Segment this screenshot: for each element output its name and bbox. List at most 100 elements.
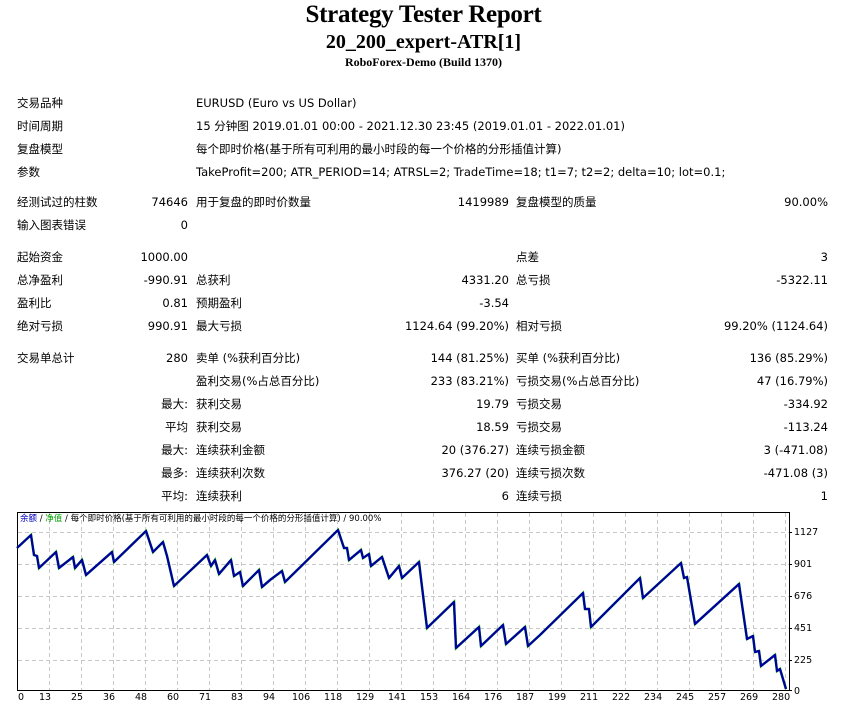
errors-value: 0 xyxy=(180,218,188,232)
x-tick: 153 xyxy=(420,692,439,703)
ticks-value: 1419989 xyxy=(457,195,509,209)
legend-sep-2: / xyxy=(62,514,71,524)
x-tick: 199 xyxy=(548,692,567,703)
x-tick: 13 xyxy=(39,692,52,703)
bars-value: 74646 xyxy=(151,195,188,209)
average-loss-value: -113.24 xyxy=(783,420,828,434)
spread-label: 点差 xyxy=(516,250,539,264)
max-consec-losses-value: 3 (-471.08) xyxy=(763,443,828,457)
row-drawdown: 绝对亏损 990.91 最大亏损 1124.64 (99.20%) 相对亏损 9… xyxy=(0,315,847,337)
period-value: 15 分钟图 2019.01.01 00:00 - 2021.12.30 23:… xyxy=(196,119,625,133)
row-total-trades: 交易单总计 280 卖单 (%获利百分比) 144 (81.25%) 买单 (%… xyxy=(0,347,847,369)
row-largest: 最大: 获利交易 19.79 亏损交易 -334.92 xyxy=(0,393,847,415)
params-value: TakeProfit=200; ATR_PERIOD=14; ATRSL=2; … xyxy=(196,165,726,179)
row-params: 参数 TakeProfit=200; ATR_PERIOD=14; ATRSL=… xyxy=(0,161,847,183)
model-value: 每个即时价格(基于所有可利用的最小时段的每一个价格的分形插值计算) xyxy=(196,142,562,156)
row-maximal-consec: 最多: 连续获利次数 376.27 (20) 连续亏损次数 -471.08 (3… xyxy=(0,462,847,484)
average-prefix: 平均 xyxy=(165,420,188,434)
model-quality-value: 90.00% xyxy=(784,195,828,209)
net-profit-value: -990.91 xyxy=(143,273,188,287)
maximal-prefix: 最多: xyxy=(161,466,188,480)
short-value: 144 (81.25%) xyxy=(430,351,509,365)
row-deposit: 起始资金 1000.00 点差 3 xyxy=(0,246,847,268)
chart-legend: 余额 / 净值 / 每个即时价格(基于所有可利用的最小时段的每一个价格的分形插值… xyxy=(20,513,381,525)
net-profit-label: 总净盈利 xyxy=(17,273,63,287)
row-symbol: 交易品种 EURUSD (Euro vs US Dollar) xyxy=(0,92,847,114)
long-value: 136 (85.29%) xyxy=(749,351,828,365)
average-loss-label: 亏损交易 xyxy=(516,420,562,434)
chart-grid xyxy=(18,513,789,690)
row-average: 平均 获利交易 18.59 亏损交易 -113.24 xyxy=(0,416,847,438)
max-consec-wins-label: 连续获利金额 xyxy=(196,443,265,457)
row-net-profit: 总净盈利 -990.91 总获利 4331.20 总亏损 -5322.11 xyxy=(0,269,847,291)
legend-balance: 余额 xyxy=(20,514,38,524)
max-consec-wins-value: 20 (376.27) xyxy=(441,443,509,457)
rel-drawdown-value: 99.20% (1124.64) xyxy=(723,319,828,333)
gross-loss-value: -5322.11 xyxy=(776,273,828,287)
x-tick: 36 xyxy=(103,692,116,703)
largest-prefix: 最大: xyxy=(161,397,188,411)
short-label: 卖单 (%获利百分比) xyxy=(196,351,301,365)
model-quality-label: 复盘模型的质量 xyxy=(516,195,597,209)
max-drawdown-label: 最大亏损 xyxy=(196,319,242,333)
y-tick-676: 676 xyxy=(794,591,813,602)
avg-consec-losses-value: 1 xyxy=(820,489,828,503)
gross-profit-value: 4331.20 xyxy=(461,273,509,287)
bars-label: 经测试过的柱数 xyxy=(17,195,98,209)
largest-profit-value: 19.79 xyxy=(476,397,509,411)
x-tick: 48 xyxy=(135,692,148,703)
y-tick-901: 901 xyxy=(794,559,813,570)
y-tick-0: 0 xyxy=(794,686,801,697)
period-label: 时间周期 xyxy=(17,119,63,133)
abs-drawdown-label: 绝对亏损 xyxy=(17,319,63,333)
row-profit-factor: 盈利比 0.81 预期盈利 -3.54 xyxy=(0,292,847,314)
profit-trades-label: 盈利交易(%占总百分比) xyxy=(196,374,320,388)
profit-factor-value: 0.81 xyxy=(162,296,188,310)
max-drawdown-value: 1124.64 (99.20%) xyxy=(404,319,509,333)
maximal-consec-loss-value: -471.08 (3) xyxy=(763,466,828,480)
row-profit-trades: 盈利交易(%占总百分比) 233 (83.21%) 亏损交易(%占总百分比) 4… xyxy=(0,370,847,392)
x-tick: 141 xyxy=(388,692,407,703)
server-build: RoboForex-Demo (Build 1370) xyxy=(344,55,503,69)
x-tick: 257 xyxy=(708,692,727,703)
average-profit-label: 获利交易 xyxy=(196,420,242,434)
balance-chart xyxy=(16,512,792,691)
total-trades-value: 280 xyxy=(166,351,188,365)
x-tick: 0 xyxy=(18,692,25,703)
y-tick-451: 451 xyxy=(794,623,813,634)
long-label: 买单 (%获利百分比) xyxy=(516,351,621,365)
expected-payoff-label: 预期盈利 xyxy=(196,296,242,310)
legend-model-quality: 每个即时价格(基于所有可利用的最小时段的每一个价格的分形插值计算) / 90.0… xyxy=(70,514,382,524)
expert-name: 20_200_expert-ATR[1] xyxy=(325,31,522,53)
model-label: 复盘模型 xyxy=(17,142,63,156)
x-tick: 222 xyxy=(612,692,631,703)
x-tick: 187 xyxy=(516,692,535,703)
x-tick: 106 xyxy=(292,692,311,703)
params-label: 参数 xyxy=(17,165,40,179)
x-tick: 129 xyxy=(356,692,375,703)
average-profit-value: 18.59 xyxy=(476,420,509,434)
profit-trades-value: 233 (83.21%) xyxy=(430,374,509,388)
x-tick: 83 xyxy=(231,692,244,703)
gross-profit-label: 总获利 xyxy=(196,273,231,287)
report-title: Strategy Tester Report xyxy=(305,1,542,28)
x-tick: 176 xyxy=(484,692,503,703)
gross-loss-label: 总亏损 xyxy=(516,273,551,287)
x-tick: 164 xyxy=(452,692,471,703)
y-tick-225: 225 xyxy=(794,655,813,666)
row-bars: 经测试过的柱数 74646 用于复盘的即时价数量 1419989 复盘模型的质量… xyxy=(0,191,847,213)
legend-sep-1: / xyxy=(37,514,46,524)
chart-axes xyxy=(17,512,792,691)
x-tick: 25 xyxy=(71,692,84,703)
x-tick: 280 xyxy=(772,692,791,703)
symbol-value: EURUSD (Euro vs US Dollar) xyxy=(196,96,357,110)
expected-payoff-value: -3.54 xyxy=(479,296,509,310)
row-period: 时间周期 15 分钟图 2019.01.01 00:00 - 2021.12.3… xyxy=(0,115,847,137)
rel-drawdown-label: 相对亏损 xyxy=(516,319,562,333)
row-avg-consec: 平均: 连续获利 6 连续亏损 1 xyxy=(0,485,847,507)
largest-loss-value: -334.92 xyxy=(783,397,828,411)
x-tick: 94 xyxy=(263,692,276,703)
ticks-label: 用于复盘的即时价数量 xyxy=(196,195,311,209)
legend-equity: 净值 xyxy=(45,514,63,524)
largest-profit-label: 获利交易 xyxy=(196,397,242,411)
